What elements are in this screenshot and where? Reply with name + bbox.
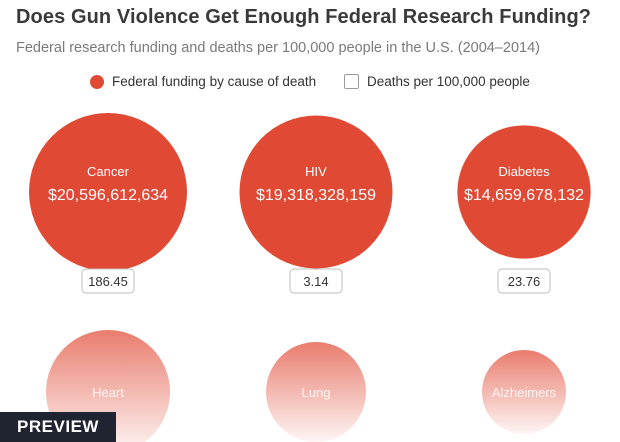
bubble-hiv (239, 115, 393, 269)
deaths-value-hiv: 3.14 (303, 274, 328, 289)
bubble-value-hiv: $19,318,328,159 (256, 187, 376, 204)
deaths-value-cancer: 186.45 (88, 274, 128, 289)
bubble-label-hiv: HIV (305, 164, 327, 179)
bubble-value-diabetes: $14,659,678,132 (464, 187, 584, 204)
chart-subtitle: Federal research funding and deaths per … (16, 40, 540, 56)
bubble-diabetes (457, 125, 591, 259)
legend-item-funding: Federal funding by cause of death (90, 74, 316, 89)
chart-title: Does Gun Violence Get Enough Federal Res… (16, 6, 592, 28)
bubble-cancer (29, 113, 187, 271)
deaths-value-diabetes: 23.76 (508, 274, 541, 289)
bubble-label-diabetes: Diabetes (498, 164, 550, 179)
bubble-alzheimers (482, 350, 566, 434)
legend-label-deaths: Deaths per 100,000 people (367, 74, 530, 89)
deaths-box-diabetes (497, 268, 551, 294)
preview-badge: PREVIEW (0, 412, 116, 442)
bubble-label-heart: Heart (92, 385, 124, 400)
bubble-label-cancer: Cancer (87, 164, 130, 179)
legend-label-funding: Federal funding by cause of death (112, 74, 317, 89)
bubble-label-alzheimers: Alzheimers (492, 385, 557, 400)
deaths-box-hiv (289, 268, 343, 294)
deaths-box-icon (344, 74, 359, 89)
legend: Federal funding by cause of death Deaths… (0, 74, 620, 96)
bubble-label-lung: Lung (302, 385, 331, 400)
funding-circle-icon (90, 74, 104, 89)
deaths-box-cancer (81, 268, 135, 294)
legend-item-deaths: Deaths per 100,000 people (344, 74, 530, 89)
bubble-lung (266, 342, 366, 442)
bubble-value-cancer: $20,596,612,634 (48, 187, 168, 204)
